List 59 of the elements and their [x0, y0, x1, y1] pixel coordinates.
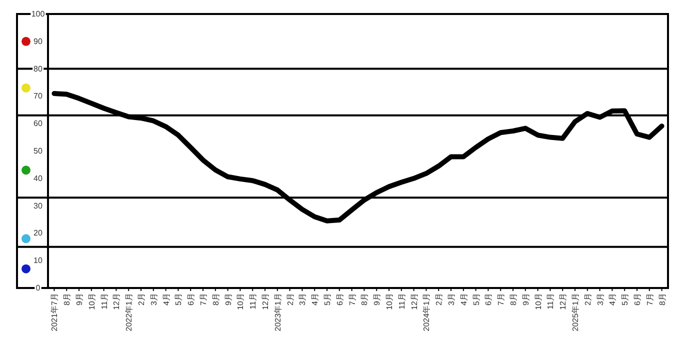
x-tick-label: 5月 — [620, 293, 630, 306]
x-tick-label: 7月 — [199, 293, 208, 306]
x-tick-label: 8月 — [658, 293, 667, 306]
x-tick-label: 7月 — [645, 293, 654, 306]
y-tick-label: 20 — [34, 228, 43, 238]
x-tick-label: 3月 — [447, 293, 456, 306]
x-tick-label: 12月 — [410, 293, 419, 310]
x-tick-label: 2025年1月 — [571, 293, 580, 332]
x-tick-label: 6月 — [335, 293, 344, 306]
x-tick-label: 5月 — [472, 293, 481, 306]
x-tick-label: 3月 — [596, 293, 605, 306]
x-tick-label: 11月 — [397, 293, 406, 310]
x-tick-label: 11月 — [248, 293, 258, 310]
x-tick-label: 9月 — [372, 293, 382, 306]
x-tick-label: 12月 — [261, 293, 270, 310]
y-tick-label: 40 — [34, 174, 43, 183]
x-tick-label: 2021年7月 — [50, 293, 60, 332]
x-tick-label: 10月 — [534, 293, 543, 310]
y-tick-label: 70 — [34, 92, 43, 101]
x-tick-label: 10月 — [87, 293, 96, 310]
x-tick-label: 8月 — [360, 293, 370, 306]
x-tick-label: 8月 — [509, 293, 518, 306]
x-tick-label: 7月 — [348, 293, 357, 306]
x-tick-label: 6月 — [484, 293, 494, 306]
x-tick-label: 2024年1月 — [422, 293, 432, 332]
x-tick-label: 7月 — [496, 293, 506, 306]
x-tick-label: 4月 — [310, 293, 320, 306]
x-tick-label: 3月 — [149, 293, 158, 306]
x-tick-label: 9月 — [224, 293, 233, 306]
x-tick-label: 2月 — [286, 293, 295, 306]
x-tick-label: 6月 — [633, 293, 642, 306]
x-tick-label: 2023年1月 — [273, 293, 282, 332]
x-tick-label: 4月 — [608, 293, 618, 306]
x-tick-label: 10月 — [385, 293, 394, 310]
x-tick-label: 5月 — [174, 293, 184, 306]
x-tick-label: 12月 — [112, 293, 122, 310]
x-tick-label: 2月 — [137, 293, 146, 306]
x-tick-label: 11月 — [546, 293, 556, 310]
x-tick-label: 6月 — [186, 293, 196, 306]
y-tick-label: 10 — [34, 256, 43, 266]
x-tick-label: 8月 — [62, 293, 72, 306]
x-tick-label: 10月 — [236, 293, 246, 310]
x-tick-label: 5月 — [323, 293, 332, 306]
y-tick-label: 30 — [34, 201, 43, 210]
x-tick-label: 11月 — [100, 293, 109, 310]
x-tick-label: 9月 — [521, 293, 530, 306]
y-tick-label: 50 — [34, 146, 43, 156]
x-tick-label: 8月 — [211, 293, 220, 306]
x-tick-label: 4月 — [459, 293, 468, 306]
y-tick-label: 80 — [34, 64, 43, 74]
x-tick-label: 2022年1月 — [124, 293, 134, 332]
y-tick-label: 60 — [34, 119, 43, 128]
x-tick-label: 4月 — [162, 293, 171, 306]
y-tick-label: 90 — [34, 36, 43, 46]
x-tick-label: 9月 — [75, 293, 84, 306]
x-tick-label: 2月 — [583, 293, 592, 306]
x-tick-label: 12月 — [558, 293, 568, 310]
x-tick-label: 2月 — [434, 293, 444, 306]
x-tick-label: 3月 — [298, 293, 308, 306]
